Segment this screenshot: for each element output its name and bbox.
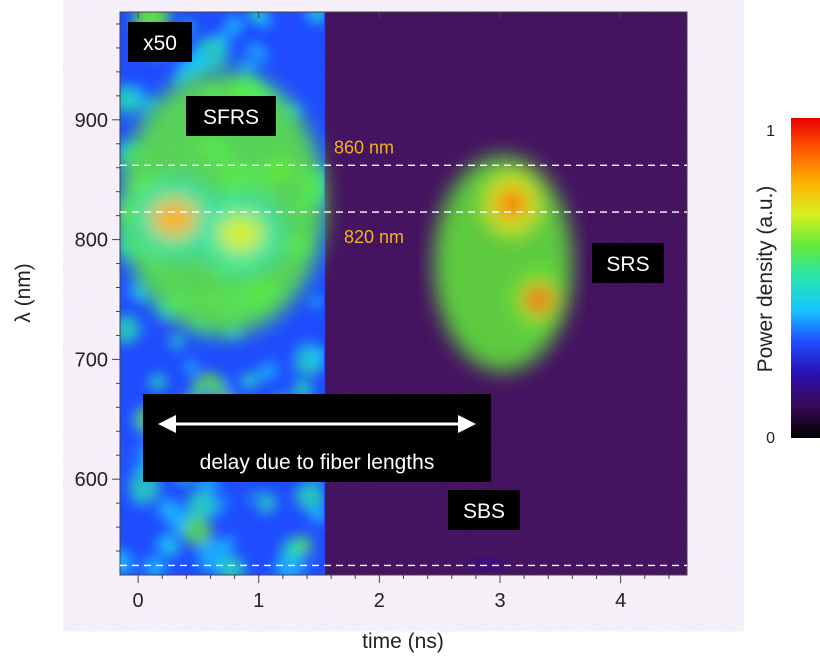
srs-label: SRS (592, 243, 664, 283)
x-axis-title: time (ns) (362, 630, 444, 653)
wavelength-label: 860 nm (334, 137, 394, 157)
x50-label: x50 (128, 22, 192, 62)
x-tick-label: 2 (374, 590, 385, 612)
svg-text:SBS: SBS (463, 500, 505, 523)
delay-label: delay due to fiber lengths (200, 451, 435, 474)
colorbar-max-label: 1 (766, 123, 775, 140)
x-tick-label: 0 (133, 590, 144, 612)
svg-text:SRS: SRS (606, 253, 649, 276)
svg-text:x50: x50 (143, 32, 177, 55)
delay-arrow-left-head (158, 415, 176, 433)
feature-sbs (469, 558, 507, 571)
feature-sfrs (120, 71, 326, 336)
sfrs-label: SFRS (186, 96, 276, 136)
y-tick-label: 700 (75, 349, 108, 371)
y-tick-label: 600 (75, 469, 108, 491)
sbs-label: SBS (448, 490, 520, 530)
delay-annotation: delay due to fiber lengths (143, 394, 491, 482)
delay-arrow-right-head (458, 415, 476, 433)
colorbar-title: Power density (a.u.) (754, 186, 777, 373)
feature-srs (433, 155, 573, 372)
colorbar (791, 118, 820, 438)
y-axis-title: λ (nm) (12, 263, 35, 323)
x-tick-label: 4 (615, 590, 626, 612)
colorbar-min-label: 0 (766, 430, 775, 447)
x-tick-label: 1 (253, 590, 264, 612)
x-tick-label: 3 (494, 590, 505, 612)
y-tick-label: 900 (75, 110, 108, 132)
y-tick-label: 800 (75, 230, 108, 252)
svg-text:SFRS: SFRS (203, 106, 259, 129)
wavelength-label: 820 nm (344, 227, 404, 247)
